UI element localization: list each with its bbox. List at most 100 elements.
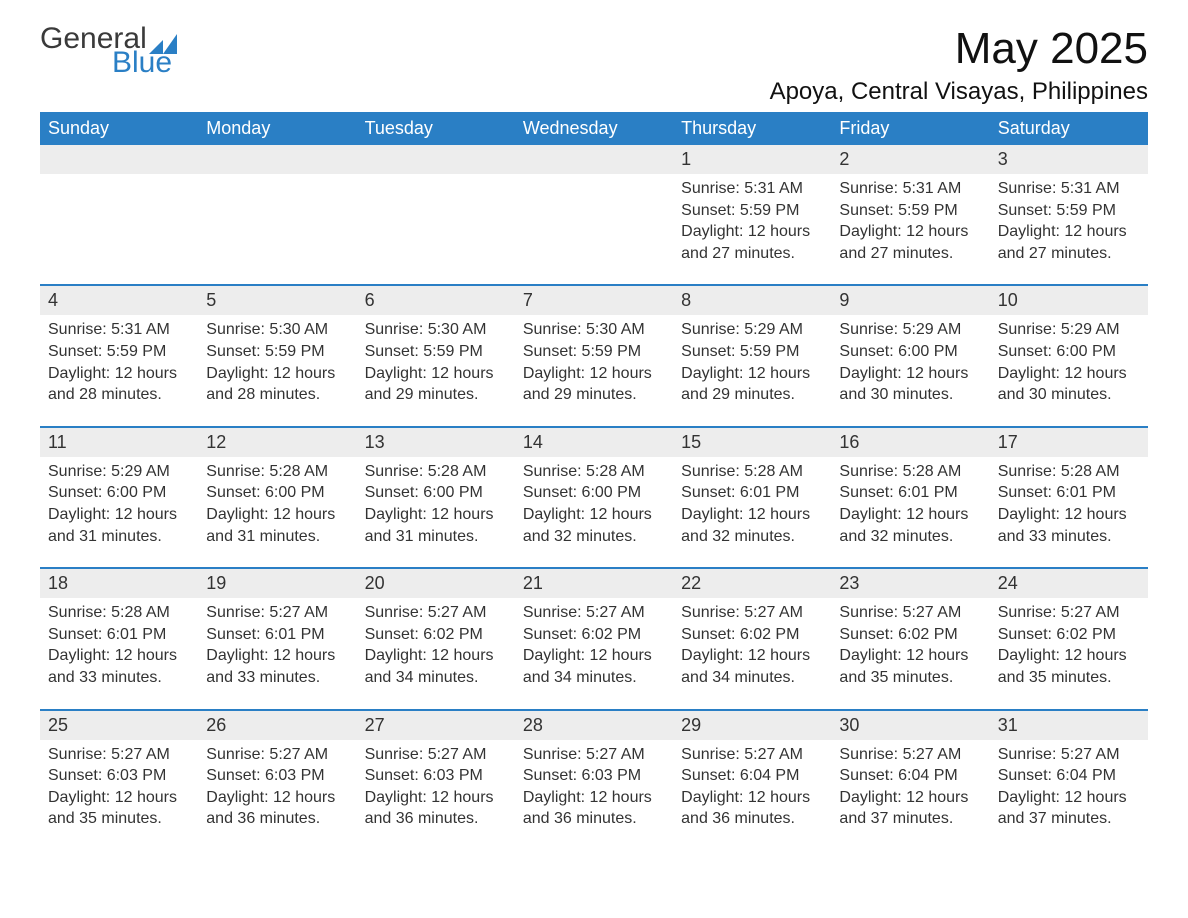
calendar-cell: 15Sunrise: 5:28 AMSunset: 6:01 PMDayligh… <box>673 428 831 567</box>
day-number: 6 <box>357 286 515 315</box>
calendar-cell: 14Sunrise: 5:28 AMSunset: 6:00 PMDayligh… <box>515 428 673 567</box>
sunset-text: Sunset: 5:59 PM <box>206 341 348 363</box>
day-header-sunday: Sunday <box>40 112 198 145</box>
sunrise-text: Sunrise: 5:31 AM <box>48 319 190 341</box>
daylight-text: Daylight: 12 hours and 29 minutes. <box>365 363 507 406</box>
day-number: 21 <box>515 569 673 598</box>
calendar-weeks: 1Sunrise: 5:31 AMSunset: 5:59 PMDaylight… <box>40 145 1148 850</box>
sunrise-text: Sunrise: 5:27 AM <box>681 602 823 624</box>
day-number: 7 <box>515 286 673 315</box>
logo: General Blue <box>40 24 177 78</box>
sunrise-text: Sunrise: 5:27 AM <box>839 602 981 624</box>
day-header-wednesday: Wednesday <box>515 112 673 145</box>
day-header-saturday: Saturday <box>990 112 1148 145</box>
day-header-monday: Monday <box>198 112 356 145</box>
page-subtitle: Apoya, Central Visayas, Philippines <box>770 78 1148 106</box>
day-number: 13 <box>357 428 515 457</box>
calendar-week-row: 4Sunrise: 5:31 AMSunset: 5:59 PMDaylight… <box>40 284 1148 425</box>
daylight-text: Daylight: 12 hours and 29 minutes. <box>681 363 823 406</box>
daylight-text: Daylight: 12 hours and 35 minutes. <box>839 645 981 688</box>
calendar-cell: 28Sunrise: 5:27 AMSunset: 6:03 PMDayligh… <box>515 711 673 850</box>
day-number: 29 <box>673 711 831 740</box>
sunrise-text: Sunrise: 5:27 AM <box>523 744 665 766</box>
calendar-cell: 20Sunrise: 5:27 AMSunset: 6:02 PMDayligh… <box>357 569 515 708</box>
sunrise-text: Sunrise: 5:30 AM <box>523 319 665 341</box>
daylight-text: Daylight: 12 hours and 33 minutes. <box>206 645 348 688</box>
daylight-text: Daylight: 12 hours and 30 minutes. <box>839 363 981 406</box>
sunset-text: Sunset: 6:02 PM <box>998 624 1140 646</box>
daylight-text: Daylight: 12 hours and 29 minutes. <box>523 363 665 406</box>
sunset-text: Sunset: 6:02 PM <box>365 624 507 646</box>
sunrise-text: Sunrise: 5:28 AM <box>839 461 981 483</box>
day-number: 23 <box>831 569 989 598</box>
sunset-text: Sunset: 6:02 PM <box>681 624 823 646</box>
sunset-text: Sunset: 6:01 PM <box>681 482 823 504</box>
day-number: 27 <box>357 711 515 740</box>
daylight-text: Daylight: 12 hours and 32 minutes. <box>523 504 665 547</box>
sunrise-text: Sunrise: 5:31 AM <box>998 178 1140 200</box>
daylight-text: Daylight: 12 hours and 34 minutes. <box>681 645 823 688</box>
day-number <box>357 145 515 174</box>
daylight-text: Daylight: 12 hours and 34 minutes. <box>365 645 507 688</box>
day-number: 26 <box>198 711 356 740</box>
sunrise-text: Sunrise: 5:31 AM <box>839 178 981 200</box>
daylight-text: Daylight: 12 hours and 27 minutes. <box>681 221 823 264</box>
daylight-text: Daylight: 12 hours and 37 minutes. <box>839 787 981 830</box>
daylight-text: Daylight: 12 hours and 35 minutes. <box>48 787 190 830</box>
daylight-text: Daylight: 12 hours and 27 minutes. <box>839 221 981 264</box>
calendar-week-row: 1Sunrise: 5:31 AMSunset: 5:59 PMDaylight… <box>40 145 1148 284</box>
sunrise-text: Sunrise: 5:29 AM <box>48 461 190 483</box>
day-number: 25 <box>40 711 198 740</box>
daylight-text: Daylight: 12 hours and 28 minutes. <box>206 363 348 406</box>
sunset-text: Sunset: 5:59 PM <box>365 341 507 363</box>
calendar-cell: 11Sunrise: 5:29 AMSunset: 6:00 PMDayligh… <box>40 428 198 567</box>
sunrise-text: Sunrise: 5:27 AM <box>523 602 665 624</box>
day-number: 10 <box>990 286 1148 315</box>
page-title: May 2025 <box>770 24 1148 74</box>
sunrise-text: Sunrise: 5:28 AM <box>206 461 348 483</box>
sunrise-text: Sunrise: 5:29 AM <box>681 319 823 341</box>
sunrise-text: Sunrise: 5:28 AM <box>681 461 823 483</box>
sunrise-text: Sunrise: 5:28 AM <box>523 461 665 483</box>
daylight-text: Daylight: 12 hours and 27 minutes. <box>998 221 1140 264</box>
day-number: 9 <box>831 286 989 315</box>
sunrise-text: Sunrise: 5:29 AM <box>998 319 1140 341</box>
calendar-cell <box>40 145 198 284</box>
day-number: 4 <box>40 286 198 315</box>
daylight-text: Daylight: 12 hours and 36 minutes. <box>365 787 507 830</box>
day-number: 15 <box>673 428 831 457</box>
sunrise-text: Sunrise: 5:28 AM <box>365 461 507 483</box>
sunrise-text: Sunrise: 5:28 AM <box>998 461 1140 483</box>
sunrise-text: Sunrise: 5:29 AM <box>839 319 981 341</box>
calendar-cell: 29Sunrise: 5:27 AMSunset: 6:04 PMDayligh… <box>673 711 831 850</box>
sunset-text: Sunset: 6:01 PM <box>839 482 981 504</box>
calendar-day-header-row: Sunday Monday Tuesday Wednesday Thursday… <box>40 112 1148 145</box>
sunrise-text: Sunrise: 5:31 AM <box>681 178 823 200</box>
calendar-cell: 17Sunrise: 5:28 AMSunset: 6:01 PMDayligh… <box>990 428 1148 567</box>
calendar-week-row: 25Sunrise: 5:27 AMSunset: 6:03 PMDayligh… <box>40 709 1148 850</box>
sunset-text: Sunset: 6:00 PM <box>998 341 1140 363</box>
daylight-text: Daylight: 12 hours and 37 minutes. <box>998 787 1140 830</box>
day-header-tuesday: Tuesday <box>357 112 515 145</box>
calendar-week-row: 11Sunrise: 5:29 AMSunset: 6:00 PMDayligh… <box>40 426 1148 567</box>
sunset-text: Sunset: 6:03 PM <box>48 765 190 787</box>
calendar-cell: 18Sunrise: 5:28 AMSunset: 6:01 PMDayligh… <box>40 569 198 708</box>
day-number: 16 <box>831 428 989 457</box>
daylight-text: Daylight: 12 hours and 33 minutes. <box>48 645 190 688</box>
day-number <box>515 145 673 174</box>
day-number: 17 <box>990 428 1148 457</box>
calendar: Sunday Monday Tuesday Wednesday Thursday… <box>40 112 1148 850</box>
calendar-cell: 12Sunrise: 5:28 AMSunset: 6:00 PMDayligh… <box>198 428 356 567</box>
sunset-text: Sunset: 6:00 PM <box>523 482 665 504</box>
calendar-cell: 16Sunrise: 5:28 AMSunset: 6:01 PMDayligh… <box>831 428 989 567</box>
sunset-text: Sunset: 6:01 PM <box>48 624 190 646</box>
sunrise-text: Sunrise: 5:27 AM <box>365 602 507 624</box>
sunset-text: Sunset: 5:59 PM <box>839 200 981 222</box>
sunset-text: Sunset: 6:02 PM <box>523 624 665 646</box>
sunset-text: Sunset: 6:01 PM <box>206 624 348 646</box>
calendar-cell: 13Sunrise: 5:28 AMSunset: 6:00 PMDayligh… <box>357 428 515 567</box>
sunset-text: Sunset: 6:04 PM <box>998 765 1140 787</box>
sunrise-text: Sunrise: 5:30 AM <box>365 319 507 341</box>
day-number: 8 <box>673 286 831 315</box>
sunset-text: Sunset: 6:00 PM <box>839 341 981 363</box>
